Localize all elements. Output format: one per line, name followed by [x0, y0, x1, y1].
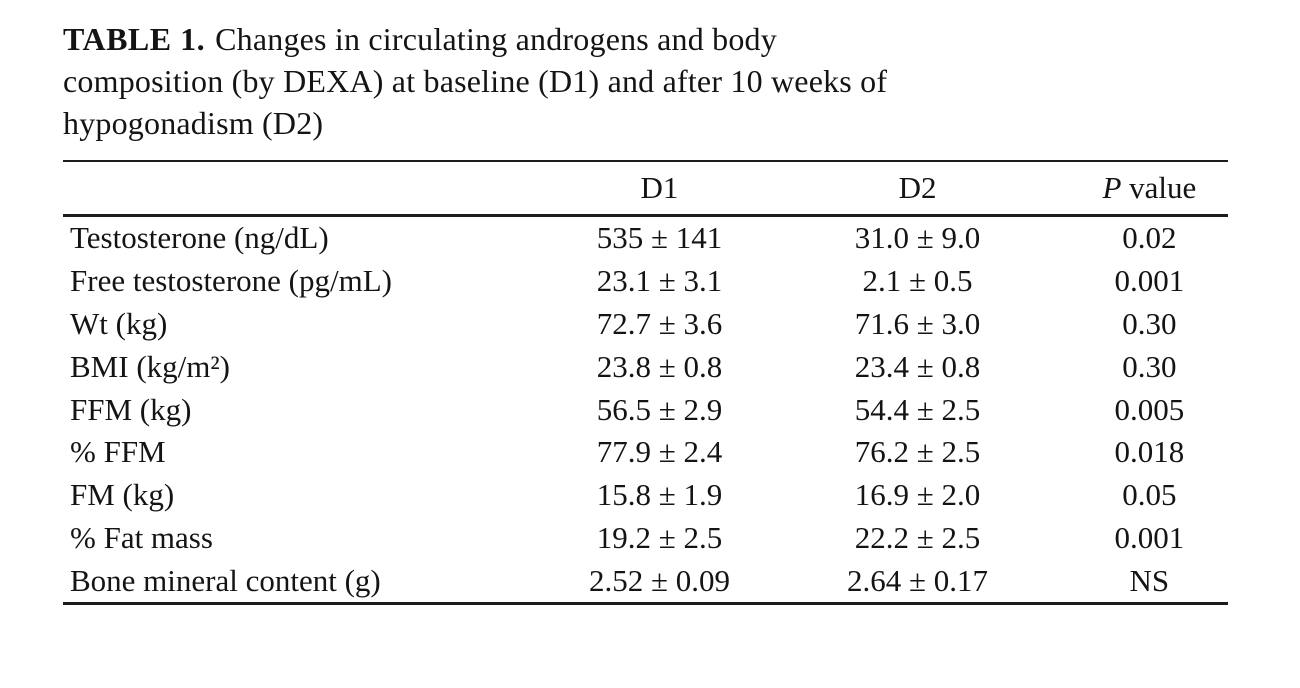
caption-text-1: Changes in circulating androgens and bod… — [215, 21, 777, 57]
table-row-free-testosterone: Free testosterone (pg/mL) 23.1 ± 3.1 2.1… — [63, 260, 1228, 303]
row-label: FFM (kg) — [70, 391, 192, 427]
row-label: % FFM — [70, 434, 166, 470]
row-label: Wt (kg) — [70, 305, 168, 341]
p-value: 0.05 — [1122, 477, 1177, 513]
d2-value: 76.2 ± 2.5 — [854, 434, 981, 470]
p-value: 0.018 — [1114, 434, 1185, 470]
table-row-pct-fat-mass: % Fat mass 19.2 ± 2.5 22.2 ± 2.5 0.001 — [63, 517, 1228, 560]
p-value: 0.001 — [1114, 519, 1185, 555]
p-value: NS — [1070, 559, 1228, 606]
d1-value: 19.2 ± 2.5 — [596, 519, 723, 555]
table-row-testosterone: Testosterone (ng/dL) 535 ± 141 31.0 ± 9.… — [63, 216, 1228, 260]
p-value: 0.30 — [1122, 305, 1177, 341]
d2-value: 71.6 ± 3.0 — [854, 305, 981, 341]
d1-value: 23.8 ± 0.8 — [596, 348, 723, 384]
header-d2: D2 — [764, 160, 1071, 217]
table-number: TABLE 1. — [63, 21, 206, 57]
d2-value: 16.9 ± 2.0 — [854, 477, 981, 513]
d1-value: 77.9 ± 2.4 — [596, 434, 723, 470]
d1-value: 2.52 ± 0.09 — [554, 559, 765, 606]
table-row-ffm: FFM (kg) 56.5 ± 2.9 54.4 ± 2.5 0.005 — [63, 388, 1228, 431]
table-header: D1 D2 P value — [63, 160, 1228, 217]
d1-value: 56.5 ± 2.9 — [596, 391, 723, 427]
header-empty-cell — [63, 160, 555, 217]
row-label: % Fat mass — [70, 519, 213, 555]
p-value: 0.005 — [1114, 391, 1185, 427]
d1-value: 535 ± 141 — [596, 220, 723, 256]
p-value: 0.001 — [1114, 263, 1185, 299]
table-caption: TABLE 1. Changes in circulating androgens… — [63, 18, 1228, 144]
row-label: Bone mineral content (g) — [63, 559, 555, 606]
header-row: D1 D2 P value — [63, 160, 1228, 217]
table-row-weight: Wt (kg) 72.7 ± 3.6 71.6 ± 3.0 0.30 — [63, 303, 1228, 346]
d2-value: 22.2 ± 2.5 — [854, 519, 981, 555]
d2-value: 2.1 ± 0.5 — [862, 263, 973, 299]
header-d1: D1 — [554, 160, 765, 217]
table-1-block: TABLE 1. Changes in circulating androgens… — [63, 18, 1228, 606]
row-label: Testosterone (ng/dL) — [70, 220, 329, 256]
p-value: 0.30 — [1122, 348, 1177, 384]
d2-value: 54.4 ± 2.5 — [854, 391, 981, 427]
header-p-value: P value — [1070, 160, 1228, 217]
p-word: value — [1129, 170, 1197, 205]
table-row-bone-mineral-content: Bone mineral content (g) 2.52 ± 0.09 2.6… — [63, 559, 1228, 606]
d1-value: 15.8 ± 1.9 — [596, 477, 723, 513]
table-row-pct-ffm: % FFM 77.9 ± 2.4 76.2 ± 2.5 0.018 — [63, 431, 1228, 474]
p-value: 0.02 — [1122, 220, 1177, 256]
d2-value: 2.64 ± 0.17 — [764, 559, 1071, 606]
data-table: D1 D2 P value Testosterone (ng/dL) 535 ±… — [63, 160, 1228, 606]
d1-value: 72.7 ± 3.6 — [596, 305, 723, 341]
caption-line-3: hypogonadism (D2) — [63, 105, 324, 141]
table-row-fm: FM (kg) 15.8 ± 1.9 16.9 ± 2.0 0.05 — [63, 474, 1228, 517]
table-row-bmi: BMI (kg/m²) 23.8 ± 0.8 23.4 ± 0.8 0.30 — [63, 345, 1228, 388]
row-label: FM (kg) — [70, 477, 175, 513]
caption-line-2: composition (by DEXA) at baseline (D1) a… — [63, 63, 888, 99]
row-label: Free testosterone (pg/mL) — [70, 263, 392, 299]
caption-line-1: TABLE 1. Changes in circulating androgens… — [63, 18, 1228, 60]
d1-value: 23.1 ± 3.1 — [596, 263, 723, 299]
row-label: BMI (kg/m²) — [70, 348, 230, 384]
p-symbol: P — [1102, 170, 1122, 205]
d2-value: 31.0 ± 9.0 — [854, 220, 981, 256]
table-body: Testosterone (ng/dL) 535 ± 141 31.0 ± 9.… — [63, 216, 1228, 606]
d2-value: 23.4 ± 0.8 — [854, 348, 981, 384]
